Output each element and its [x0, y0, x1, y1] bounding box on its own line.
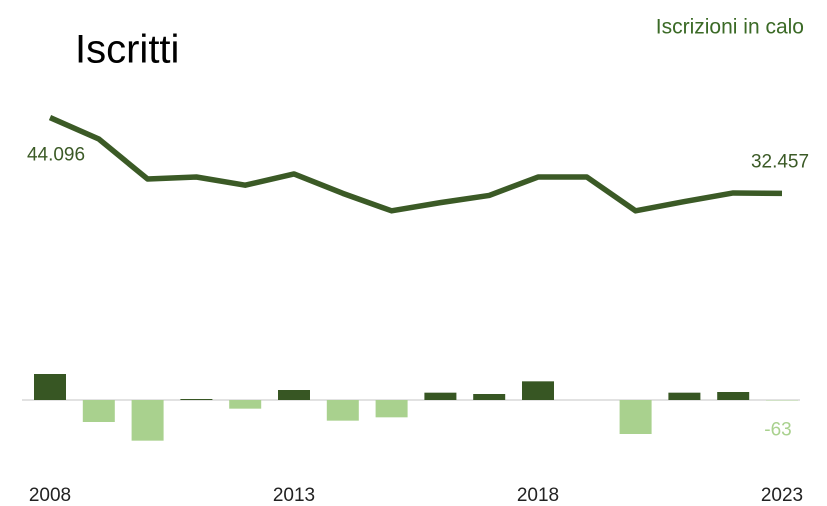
- bar: [522, 381, 554, 400]
- line: [48, 115, 783, 214]
- point-label: 32.457: [751, 151, 809, 172]
- x-tick-label: 2023: [761, 485, 803, 506]
- chart-title: Iscritti: [75, 28, 179, 72]
- bar: [473, 394, 506, 400]
- bar: [717, 392, 750, 400]
- bar: [229, 400, 262, 409]
- bar: [278, 390, 310, 400]
- bar: [34, 374, 66, 400]
- bar: [619, 400, 652, 434]
- point-label: 44.096: [27, 145, 85, 166]
- x-tick-label: 2008: [29, 485, 71, 506]
- x-tick-label: 2018: [517, 485, 559, 506]
- bar: [668, 392, 701, 400]
- bar: [82, 400, 115, 422]
- bar: [180, 399, 213, 400]
- bar: [375, 400, 408, 418]
- annotation: Iscrizioni in calo: [656, 16, 804, 39]
- bar-label: -63: [764, 419, 791, 440]
- bar: [326, 400, 359, 421]
- x-tick-label: 2013: [273, 485, 315, 506]
- bar: [424, 392, 457, 400]
- bar: [131, 400, 164, 441]
